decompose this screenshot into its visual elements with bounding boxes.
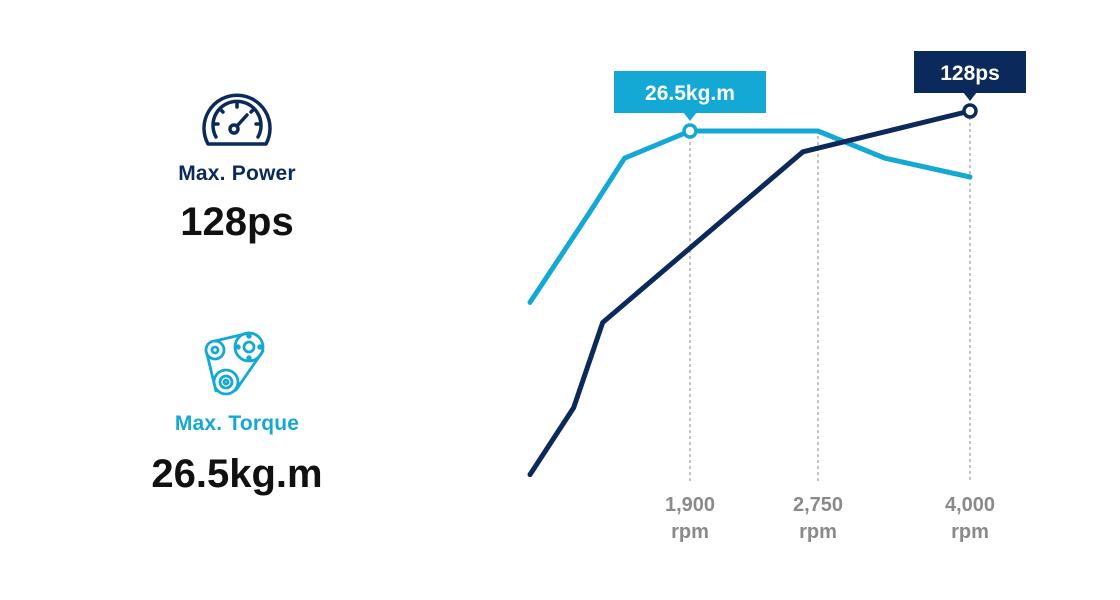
belt-pulley-icon	[204, 331, 265, 396]
tick-unit-4000: rpm	[951, 521, 989, 543]
max-power-value: 128ps	[180, 200, 294, 244]
max-power-block: Max. Power 128ps	[137, 88, 337, 245]
torque-callout-box	[614, 71, 766, 113]
tick-label-2750: 2,750	[793, 494, 843, 516]
max-torque-label: Max. Torque	[174, 412, 300, 435]
power-callout-box	[914, 51, 1026, 93]
max-power-label: Max. Power	[178, 162, 296, 185]
power-callout: 128ps	[914, 51, 1026, 101]
tick-unit-2750: rpm	[799, 521, 837, 543]
torque-callout: 26.5kg.m	[614, 71, 766, 121]
tick-unit-1900: rpm	[671, 521, 709, 543]
max-torque-value: 26.5kg.m	[151, 452, 323, 496]
power-peak-marker	[962, 103, 978, 119]
torque-callout-label: 26.5kg.m	[645, 82, 735, 105]
max-torque-block: Max. Torque 26.5kg.m	[137, 330, 337, 497]
tick-label-4000: 4,000	[945, 494, 995, 516]
power-callout-label: 128ps	[940, 62, 1000, 85]
tick-label-1900: 1,900	[665, 494, 715, 516]
speedometer-icon	[202, 93, 272, 146]
torque-peak-marker	[682, 123, 698, 139]
power-callout-pointer	[963, 92, 977, 101]
torque-callout-pointer	[683, 112, 697, 121]
torque-series-line	[527, 128, 973, 305]
power-series-line	[527, 108, 973, 478]
